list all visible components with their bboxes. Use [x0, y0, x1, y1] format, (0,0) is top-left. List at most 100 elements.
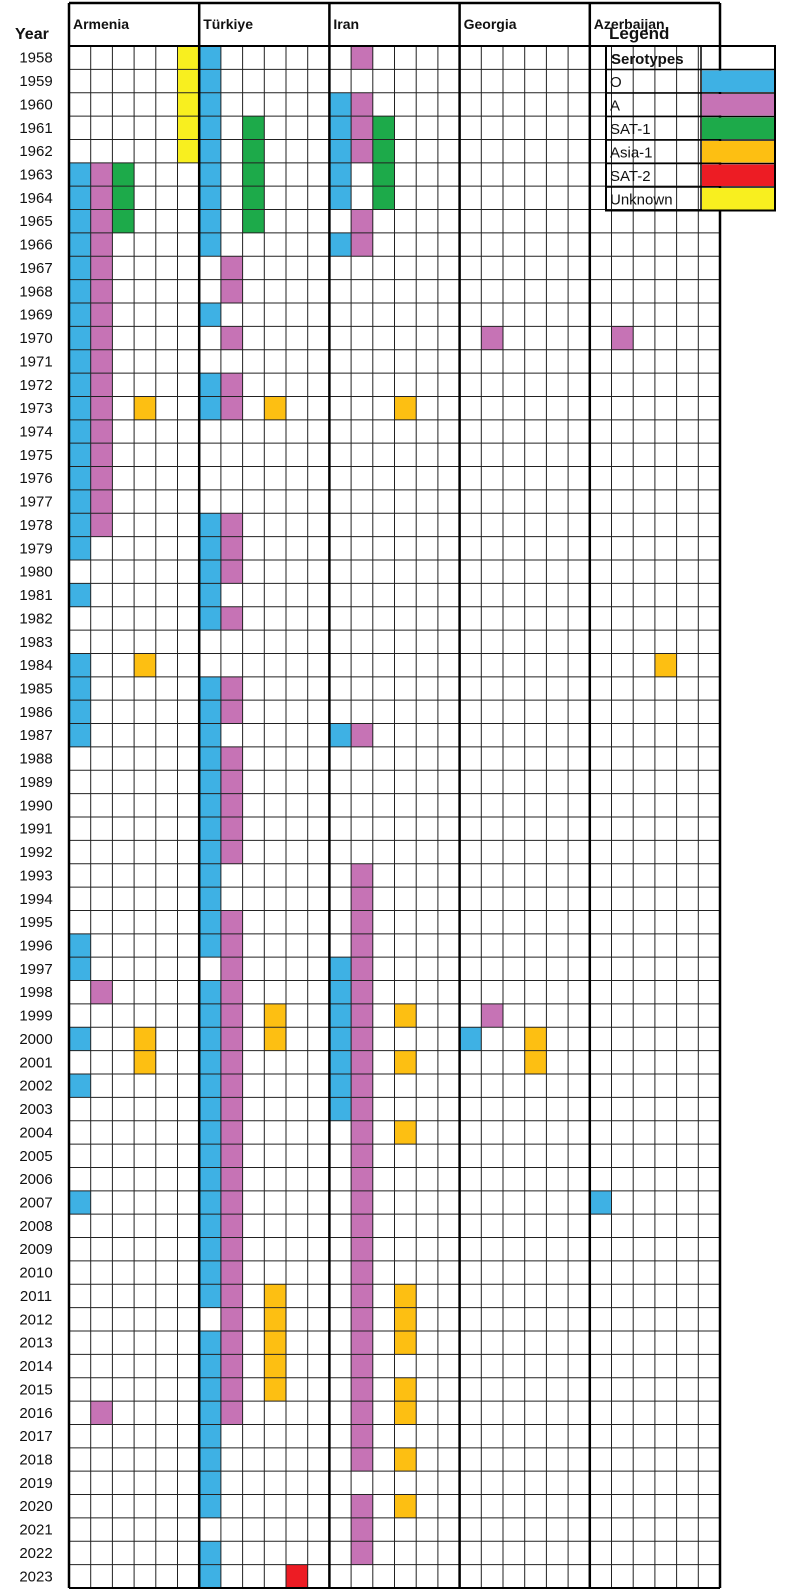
year-label-1982: 1982 — [19, 610, 52, 627]
cell-t-rkiye-o-1960 — [199, 92, 221, 117]
cell-t-rkiye-a-1986 — [220, 700, 243, 724]
cell-t-rkiye-a-2005 — [220, 1144, 243, 1168]
cell-armenia-unknown-1958 — [177, 46, 200, 70]
cell-armenia-sat-1-1963 — [112, 162, 135, 187]
cell-iran-sat-1-1964 — [372, 186, 395, 210]
cell-t-rkiye-a-1978 — [220, 513, 243, 537]
cell-iran-a-2003 — [351, 1097, 373, 1121]
cell-t-rkiye-a-2008 — [220, 1214, 243, 1238]
cell-iran-a-2007 — [351, 1190, 373, 1215]
cell-t-rkiye-a-1990 — [220, 793, 243, 817]
cell-iran-a-1999 — [351, 1003, 373, 1028]
cell-iran-asia-1-2011 — [394, 1284, 417, 1308]
cell-t-rkiye-a-1979 — [220, 536, 243, 560]
cell-t-rkiye-a-1972 — [220, 373, 243, 397]
cell-iran-o-1961 — [329, 116, 352, 140]
cell-iran-o-1963 — [329, 162, 352, 187]
cell-armenia-a-1998 — [90, 980, 113, 1004]
cell-armenia-o-1964 — [69, 186, 91, 210]
cell-azerbaijan-a-1970 — [611, 326, 634, 350]
legend-swatch-sat-1 — [702, 117, 774, 139]
cell-iran-asia-1-2013 — [394, 1331, 417, 1355]
cell-t-rkiye-a-2014 — [220, 1354, 243, 1378]
cell-iran-asia-1-2012 — [394, 1307, 417, 1331]
cell-t-rkiye-o-2010 — [199, 1260, 221, 1285]
year-axis-label: Year — [15, 26, 49, 43]
cell-iran-a-2017 — [351, 1424, 373, 1448]
year-label-2012: 2012 — [19, 1311, 52, 1328]
cell-iran-a-2020 — [351, 1494, 373, 1518]
year-label-1972: 1972 — [19, 377, 52, 394]
cell-iran-a-2005 — [351, 1144, 373, 1168]
cell-iran-asia-1-1999 — [394, 1003, 417, 1028]
cell-t-rkiye-o-1978 — [199, 513, 221, 537]
cell-iran-a-1987 — [351, 723, 373, 747]
cell-armenia-unknown-1961 — [177, 116, 200, 140]
cell-t-rkiye-a-1998 — [220, 980, 243, 1004]
year-label-2009: 2009 — [19, 1241, 52, 1258]
year-label-1966: 1966 — [19, 237, 52, 254]
cell-iran-a-1997 — [351, 957, 373, 981]
cell-t-rkiye-o-1999 — [199, 1003, 221, 1028]
cell-t-rkiye-a-1967 — [220, 256, 243, 280]
legend-label-sat-1: SAT-1 — [610, 121, 651, 138]
cell-armenia-o-1965 — [69, 209, 91, 233]
cell-t-rkiye-o-2000 — [199, 1027, 221, 1051]
cell-t-rkiye-asia-1-2015 — [264, 1377, 286, 1402]
cell-t-rkiye-a-2001 — [220, 1050, 243, 1074]
cell-armenia-asia-1-2000 — [134, 1027, 156, 1051]
cell-t-rkiye-o-1989 — [199, 770, 221, 794]
cell-armenia-a-1968 — [90, 279, 113, 303]
cell-georgia-asia-1-2001 — [524, 1050, 547, 1074]
year-label-1986: 1986 — [19, 704, 52, 721]
cell-t-rkiye-o-1987 — [199, 723, 221, 747]
cell-iran-a-2015 — [351, 1377, 373, 1402]
country-header-armenia: Armenia — [73, 16, 129, 32]
cell-armenia-o-1986 — [69, 700, 91, 724]
cell-t-rkiye-o-1992 — [199, 840, 221, 864]
cell-iran-asia-1-2001 — [394, 1050, 417, 1074]
year-label-1968: 1968 — [19, 283, 52, 300]
cell-armenia-a-1970 — [90, 326, 113, 350]
cell-iran-a-2009 — [351, 1237, 373, 1261]
cell-iran-o-1999 — [329, 1003, 352, 1028]
year-label-2014: 2014 — [19, 1358, 52, 1375]
year-label-1980: 1980 — [19, 564, 52, 581]
legend-swatch-asia-1 — [702, 141, 774, 163]
cell-t-rkiye-a-2010 — [220, 1260, 243, 1285]
cell-iran-a-1998 — [351, 980, 373, 1004]
cell-t-rkiye-o-1996 — [199, 933, 221, 958]
cell-iran-a-2000 — [351, 1027, 373, 1051]
cell-t-rkiye-o-2020 — [199, 1494, 221, 1518]
year-label-2004: 2004 — [19, 1124, 52, 1141]
cell-iran-a-2011 — [351, 1284, 373, 1308]
cell-t-rkiye-o-2019 — [199, 1471, 221, 1495]
cell-armenia-a-2016 — [90, 1401, 113, 1425]
cell-t-rkiye-a-2004 — [220, 1120, 243, 1145]
cell-t-rkiye-o-1979 — [199, 536, 221, 560]
cell-iran-a-2021 — [351, 1517, 373, 1542]
cell-armenia-unknown-1960 — [177, 92, 200, 117]
cell-t-rkiye-a-1980 — [220, 560, 243, 584]
cell-iran-o-1962 — [329, 139, 352, 163]
cell-t-rkiye-o-1986 — [199, 700, 221, 724]
cell-t-rkiye-o-2006 — [199, 1167, 221, 1191]
year-label-1995: 1995 — [19, 914, 52, 931]
cell-t-rkiye-o-1958 — [199, 46, 221, 70]
cell-iran-a-1993 — [351, 863, 373, 888]
cell-t-rkiye-a-2006 — [220, 1167, 243, 1191]
cell-armenia-o-1972 — [69, 373, 91, 397]
year-label-1959: 1959 — [19, 73, 52, 90]
year-label-1990: 1990 — [19, 797, 52, 814]
year-label-1960: 1960 — [19, 96, 52, 113]
cell-t-rkiye-a-2011 — [220, 1284, 243, 1308]
legend-label-asia-1: Asia-1 — [610, 145, 653, 162]
cell-t-rkiye-o-1995 — [199, 910, 221, 934]
cell-t-rkiye-o-2022 — [199, 1541, 221, 1565]
cell-armenia-a-1966 — [90, 232, 113, 257]
cell-t-rkiye-a-2000 — [220, 1027, 243, 1051]
cell-t-rkiye-o-2004 — [199, 1120, 221, 1145]
year-label-2002: 2002 — [19, 1078, 52, 1095]
cell-iran-a-1994 — [351, 887, 373, 911]
cell-t-rkiye-o-1994 — [199, 887, 221, 911]
